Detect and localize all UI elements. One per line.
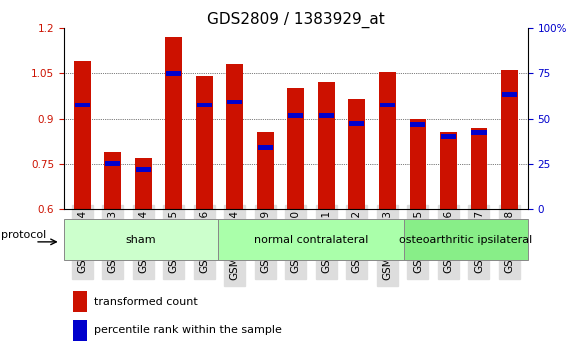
Bar <box>441 134 456 139</box>
Bar <box>74 62 90 209</box>
Bar <box>196 76 213 209</box>
Bar <box>349 121 364 126</box>
Text: percentile rank within the sample: percentile rank within the sample <box>94 325 282 335</box>
Text: sham: sham <box>126 235 157 245</box>
Bar <box>379 72 396 209</box>
Bar <box>136 167 151 172</box>
Bar <box>75 103 90 108</box>
Bar <box>349 99 365 209</box>
Bar <box>380 103 395 108</box>
Bar <box>501 70 518 209</box>
Bar <box>440 132 457 209</box>
Bar <box>166 71 181 76</box>
Bar <box>470 127 487 209</box>
Title: GDS2809 / 1383929_at: GDS2809 / 1383929_at <box>207 12 385 28</box>
Bar <box>197 103 212 108</box>
Bar <box>135 158 151 209</box>
Bar <box>105 161 120 166</box>
Text: normal contralateral: normal contralateral <box>254 235 368 245</box>
Text: transformed count: transformed count <box>94 297 198 307</box>
Bar <box>409 119 426 209</box>
Bar <box>258 145 273 150</box>
Bar <box>288 113 303 118</box>
Bar <box>64 219 219 260</box>
Bar <box>404 219 528 260</box>
Bar <box>319 113 334 118</box>
Bar <box>104 152 121 209</box>
Bar <box>73 291 87 312</box>
Bar <box>73 320 87 341</box>
Bar <box>411 122 426 127</box>
Bar <box>227 99 242 104</box>
Bar <box>219 219 404 260</box>
Bar <box>226 64 243 209</box>
Text: osteoarthritic ipsilateral: osteoarthritic ipsilateral <box>399 235 532 245</box>
Bar <box>318 82 335 209</box>
Bar <box>257 132 274 209</box>
Bar <box>288 88 304 209</box>
Text: protocol: protocol <box>1 230 46 240</box>
Bar <box>502 92 517 97</box>
Bar <box>165 37 182 209</box>
Bar <box>472 130 487 135</box>
